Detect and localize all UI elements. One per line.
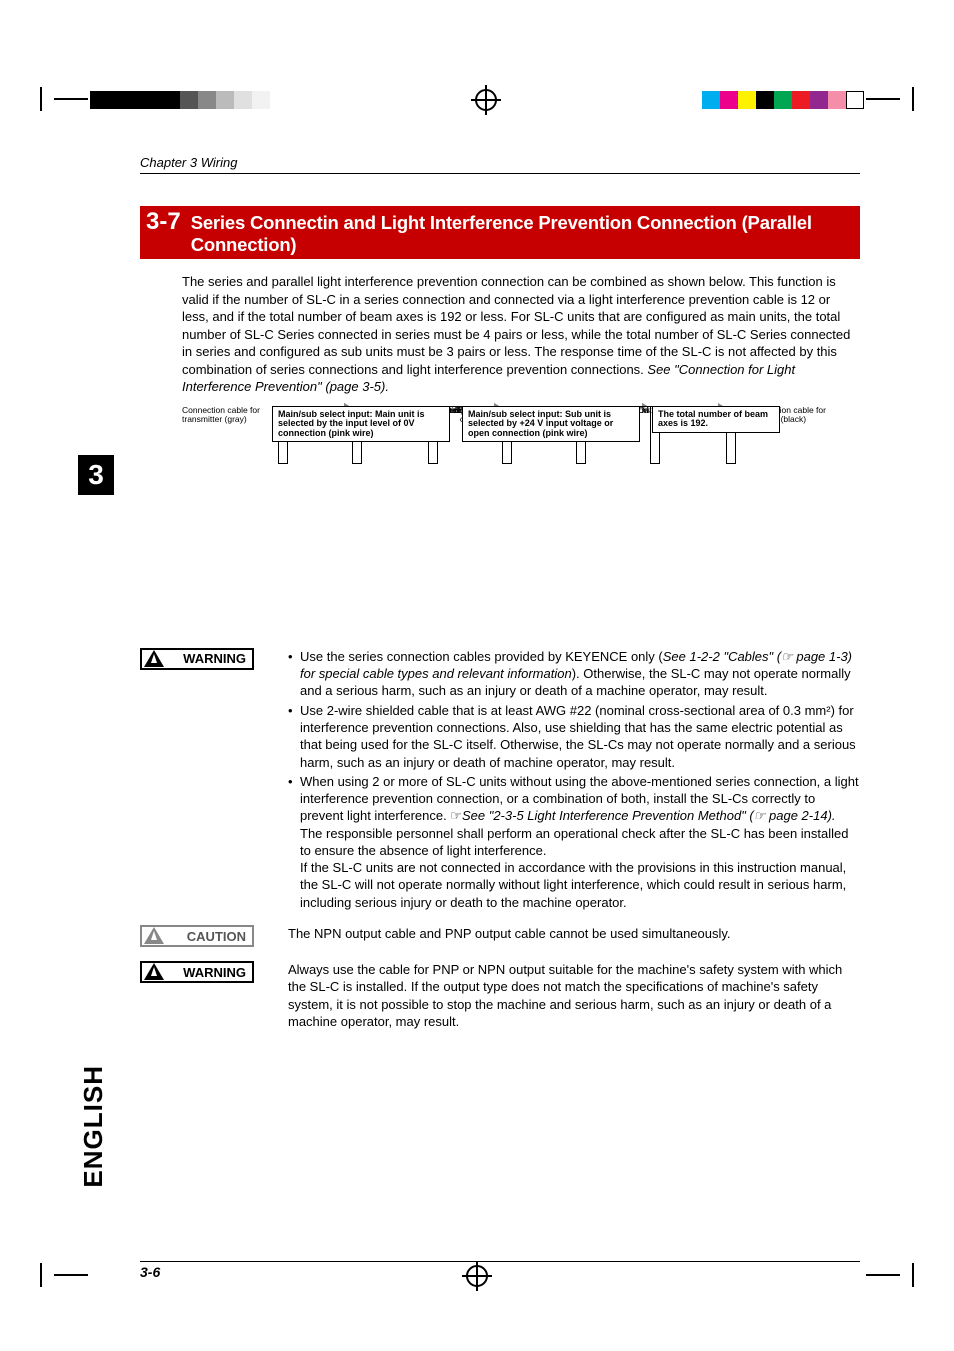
diagram-note: Main/sub select input: Main unit is sele… xyxy=(272,406,450,442)
caution-text: CAUTION xyxy=(187,929,246,944)
intro-paragraph: The series and parallel light interferen… xyxy=(182,273,860,396)
page-body: Chapter 3 Wiring 3-7 Series Connectin an… xyxy=(140,155,860,1030)
wiring-diagram: Main unit (4pairs Max.) Sub unit (3pairs… xyxy=(140,406,860,636)
crop-mark-icon xyxy=(864,1259,914,1293)
warning-bullet: When using 2 or more of SL-C units witho… xyxy=(288,773,860,911)
diagram-label: Connection cable for transmitter (gray) xyxy=(182,406,260,424)
warning-triangle-icon xyxy=(144,963,164,980)
text: If the SL-C units are not connected in a… xyxy=(300,860,846,910)
caution-label: CAUTION xyxy=(140,925,254,949)
text-ref: See "2-3-5 Light Interference Prevention… xyxy=(462,808,836,823)
chapter-header: Chapter 3 Wiring xyxy=(140,155,860,174)
warning-bullet: Use the series connection cables provide… xyxy=(288,648,860,700)
diagram-note: The total number of beam axes is 192. xyxy=(652,406,780,433)
advisory-body: Always use the cable for PNP or NPN outp… xyxy=(254,961,860,1030)
advisory-warning: WARNING Always use the cable for PNP or … xyxy=(140,961,860,1030)
registration-mark-icon xyxy=(475,89,497,111)
crop-mark-icon xyxy=(40,1259,90,1293)
color-bar xyxy=(702,91,864,109)
section-number: 3-7 xyxy=(140,206,189,238)
registration-mark-icon xyxy=(466,1265,488,1287)
text: Use the series connection cables provide… xyxy=(300,649,663,664)
grayscale-bar xyxy=(90,91,270,109)
advisory-caution: CAUTION The NPN output cable and PNP out… xyxy=(140,925,860,949)
advisory-body: Use the series connection cables provide… xyxy=(254,648,860,913)
advisory-body: The NPN output cable and PNP output cabl… xyxy=(254,925,860,949)
print-marks-bottom xyxy=(0,1256,954,1296)
warning-text: WARNING xyxy=(183,965,246,980)
crop-mark-icon xyxy=(864,83,914,117)
language-tab: ENGLISH xyxy=(78,1065,109,1188)
warning-text: WARNING xyxy=(183,651,246,666)
print-marks-top xyxy=(0,80,954,120)
advisory-warning: WARNING Use the series connection cables… xyxy=(140,648,860,913)
section-title: Series Connectin and Light Interference … xyxy=(189,209,860,259)
section-title-bar: 3-7 Series Connectin and Light Interfere… xyxy=(140,206,860,259)
warning-label: WARNING xyxy=(140,648,254,672)
warning-label: WARNING xyxy=(140,961,254,985)
warning-bullet: Use 2-wire shielded cable that is at lea… xyxy=(288,702,860,771)
text: The responsible personnel shall perform … xyxy=(300,826,849,858)
chapter-tab: 3 xyxy=(78,455,114,495)
caution-triangle-icon xyxy=(144,927,164,944)
diagram-note: Main/sub select input: Sub unit is selec… xyxy=(462,406,640,442)
crop-mark-icon xyxy=(40,83,90,117)
warning-triangle-icon xyxy=(144,650,164,667)
